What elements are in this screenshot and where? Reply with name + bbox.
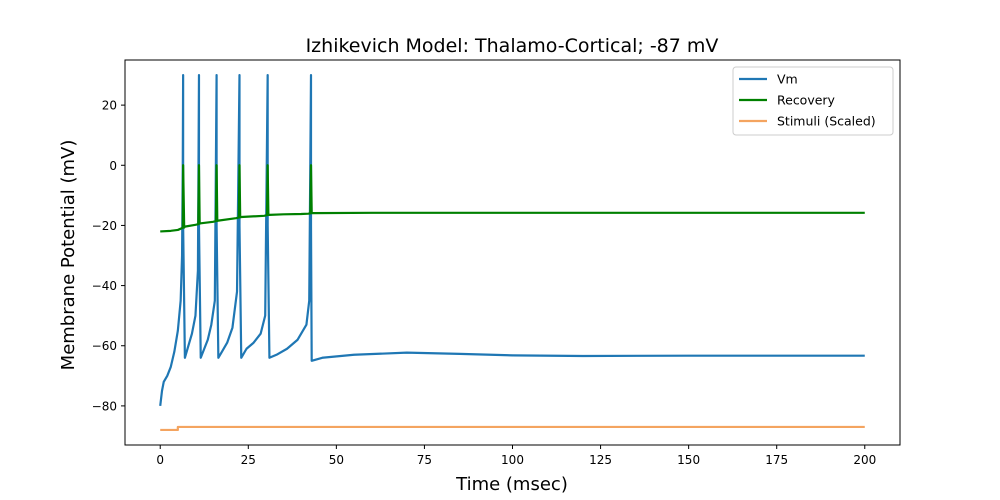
series-line-stimuli-scaled (160, 425, 865, 432)
legend-label-stimuli-scaled: Stimuli (Scaled) (777, 114, 876, 129)
legend-label-vm: Vm (777, 72, 798, 87)
chart-title: Izhikevich Model: Thalamo-Cortical; -87 … (306, 35, 719, 57)
y-tick-label: 20 (102, 99, 117, 113)
y-tick-label: 0 (109, 159, 117, 173)
x-tick-label: 75 (417, 453, 432, 467)
x-axis-label: Time (msec) (455, 474, 568, 495)
x-tick-label: 150 (677, 453, 700, 467)
x-tick-label: 50 (329, 453, 344, 467)
x-tick-label: 200 (853, 453, 876, 467)
x-tick-label: 0 (156, 453, 164, 467)
y-tick-label: −40 (92, 279, 117, 293)
y-tick-label: −20 (92, 219, 117, 233)
x-axis: 0 25 50 75 100 125 150 175 200 (156, 445, 876, 467)
legend-label-recovery: Recovery (777, 93, 836, 108)
y-axis-label: Membrane Potential (mV) (58, 140, 79, 371)
x-tick-label: 25 (241, 453, 256, 467)
series-line-vm (159, 73, 865, 407)
y-axis: −80 −60 −40 −20 0 20 (92, 99, 125, 413)
y-tick-label: −60 (92, 339, 117, 353)
y-tick-label: −80 (92, 399, 117, 413)
series-line-recovery (160, 164, 865, 233)
legend-box (732, 66, 894, 136)
x-tick-label: 175 (765, 453, 788, 467)
plot-area (124, 59, 901, 446)
legend: Vm Recovery Stimuli (Scaled) (732, 66, 894, 136)
x-tick-label: 125 (589, 453, 612, 467)
x-tick-label: 100 (501, 453, 524, 467)
